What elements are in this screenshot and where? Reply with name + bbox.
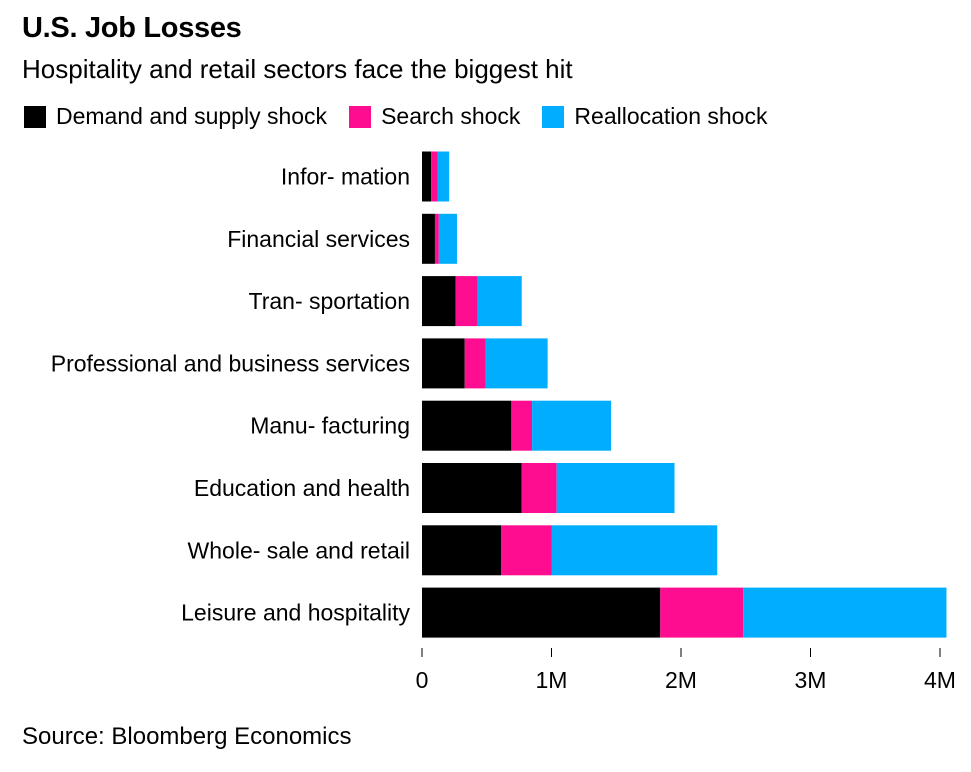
x-tick-label-0: 0 xyxy=(416,667,429,693)
legend-label-demand-supply: Demand and supply shock xyxy=(56,103,328,129)
category-label-infor-mation: Infor- mation xyxy=(281,164,410,190)
legend: Demand and supply shock Search shock Rea… xyxy=(24,103,789,130)
bar-infor-mation-search-shock xyxy=(431,151,438,202)
bar-education-and-health-search-shock xyxy=(521,463,557,513)
x-tick-label-4: 4M xyxy=(924,667,956,693)
bar-leisure-and-hospitality-reallocation-shock xyxy=(743,587,947,638)
x-tick-label-3: 3M xyxy=(795,667,827,693)
category-label-tran-sportation: Tran- sportation xyxy=(249,288,411,314)
bar-whole-sale-and-retail-search-shock xyxy=(500,525,552,576)
bar-leisure-and-hospitality-search-shock xyxy=(660,587,744,638)
chart-title: U.S. Job Losses xyxy=(22,12,242,44)
bar-manu-facturing-reallocation-shock xyxy=(532,400,612,451)
legend-label-search: Search shock xyxy=(381,103,521,129)
category-label-whole-sale-and-retail: Whole- sale and retail xyxy=(188,537,410,563)
category-label-education-and-health: Education and health xyxy=(194,475,410,501)
legend-swatch-demand-supply xyxy=(24,105,46,128)
bar-manu-facturing-search-shock xyxy=(511,400,533,451)
bar-education-and-health-demand-and-supply-shock xyxy=(422,463,522,513)
category-label-leisure-and-hospitality: Leisure and hospitality xyxy=(181,600,410,626)
bar-financial-services-reallocation-shock xyxy=(438,213,457,264)
bar-infor-mation-reallocation-shock xyxy=(437,151,450,202)
bar-leisure-and-hospitality-demand-and-supply-shock xyxy=(422,587,661,638)
legend-swatch-search xyxy=(349,105,372,128)
bar-education-and-health-reallocation-shock xyxy=(556,463,675,513)
bar-financial-services-search-shock xyxy=(434,213,439,264)
source-note: Source: Bloomberg Economics xyxy=(22,723,352,750)
x-tick-label-2: 2M xyxy=(665,667,697,693)
legend-item-search: Search shock xyxy=(349,103,520,130)
bar-professional-and-business-services-reallocation-shock xyxy=(485,338,548,389)
x-tick-label-1: 1M xyxy=(536,667,568,693)
bar-infor-mation-demand-and-supply-shock xyxy=(422,151,432,202)
bar-professional-and-business-services-search-shock xyxy=(464,338,486,389)
bar-whole-sale-and-retail-demand-and-supply-shock xyxy=(422,525,501,576)
bar-tran-sportation-search-shock xyxy=(455,276,478,327)
category-label-manu-facturing: Manu- facturing xyxy=(250,413,410,439)
bar-whole-sale-and-retail-reallocation-shock xyxy=(551,525,718,576)
legend-label-reallocation: Reallocation shock xyxy=(574,103,768,129)
bar-tran-sportation-demand-and-supply-shock xyxy=(422,276,456,327)
chart-subtitle: Hospitality and retail sectors face the … xyxy=(22,54,573,84)
legend-item-reallocation: Reallocation shock xyxy=(542,103,767,130)
legend-swatch-reallocation xyxy=(542,105,565,128)
legend-item-demand-supply: Demand and supply shock xyxy=(24,103,327,130)
bar-tran-sportation-reallocation-shock xyxy=(477,276,522,327)
category-label-professional-and-business-services: Professional and business services xyxy=(51,350,410,376)
bar-manu-facturing-demand-and-supply-shock xyxy=(422,400,512,451)
category-label-financial-services: Financial services xyxy=(227,226,410,252)
bar-financial-services-demand-and-supply-shock xyxy=(422,213,435,264)
bar-professional-and-business-services-demand-and-supply-shock xyxy=(422,338,465,389)
